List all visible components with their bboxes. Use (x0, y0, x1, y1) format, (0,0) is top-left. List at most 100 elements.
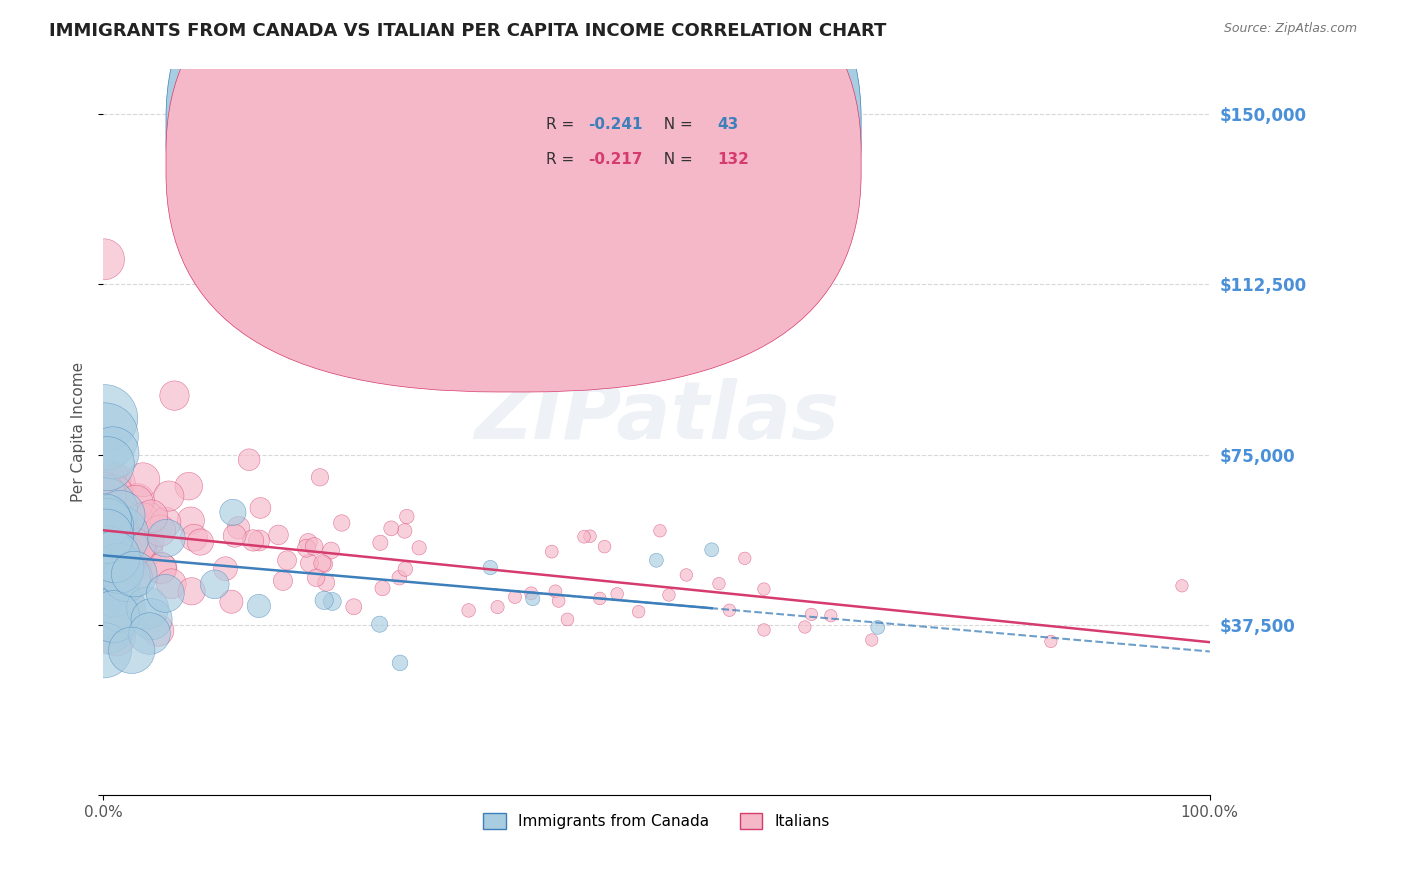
Immigrants from Canada (98, 566, 121, 581)
Immigrants from Canada (96, 527, 118, 541)
FancyBboxPatch shape (166, 0, 860, 359)
Italians (93, 472, 115, 486)
Immigrants from Canada (107, 561, 129, 575)
Italians (297, 535, 319, 549)
Italians (579, 529, 602, 543)
Italians (100, 475, 122, 490)
Italians (101, 559, 124, 574)
Italians (734, 551, 756, 566)
Italians (557, 612, 579, 626)
Italians (1171, 579, 1194, 593)
Italians (311, 556, 333, 570)
Italians (93, 540, 115, 554)
Italians (330, 516, 353, 530)
Italians (107, 538, 129, 552)
Italians (155, 516, 177, 530)
Immigrants from Canada (155, 531, 177, 545)
Italians (752, 623, 775, 637)
Text: IMMIGRANTS FROM CANADA VS ITALIAN PER CAPITA INCOME CORRELATION CHART: IMMIGRANTS FROM CANADA VS ITALIAN PER CA… (49, 22, 887, 40)
Italians (146, 624, 169, 638)
Italians (228, 521, 250, 535)
Italians (800, 607, 823, 622)
Italians (114, 514, 136, 528)
Italians (103, 487, 125, 501)
Italians (150, 561, 173, 575)
Immigrants from Canada (115, 571, 138, 585)
FancyBboxPatch shape (166, 0, 860, 392)
Italians (180, 584, 202, 599)
Italians (394, 562, 416, 576)
Italians (860, 632, 883, 647)
Italians (98, 556, 121, 570)
Italians (96, 509, 118, 524)
Italians (242, 533, 264, 548)
Italians (238, 452, 260, 467)
Italians (247, 533, 270, 548)
Italians (224, 529, 246, 543)
Italians (94, 499, 117, 513)
Immigrants from Canada (866, 620, 889, 634)
Italians (94, 526, 117, 541)
Text: -0.217: -0.217 (588, 152, 643, 167)
Immigrants from Canada (103, 609, 125, 624)
Italians (124, 554, 146, 568)
FancyBboxPatch shape (474, 101, 789, 188)
Italians (115, 555, 138, 569)
Immigrants from Canada (136, 601, 159, 615)
Immigrants from Canada (479, 560, 502, 574)
Italians (105, 630, 128, 644)
Text: R =: R = (546, 152, 579, 167)
Italians (125, 513, 148, 527)
Italians (135, 543, 157, 558)
Italians (547, 594, 569, 608)
Immigrants from Canada (101, 446, 124, 460)
Italians (93, 252, 115, 267)
Immigrants from Canada (110, 600, 132, 615)
Italians (105, 558, 128, 573)
Italians (103, 539, 125, 553)
Italians (1039, 634, 1062, 648)
Immigrants from Canada (93, 643, 115, 657)
Immigrants from Canada (141, 612, 163, 626)
Italians (271, 574, 294, 588)
Italians (214, 561, 236, 575)
Italians (314, 557, 336, 571)
Text: N =: N = (654, 152, 697, 167)
Italians (131, 513, 153, 527)
Immigrants from Canada (103, 583, 125, 598)
Italians (124, 496, 146, 510)
Immigrants from Canada (103, 549, 125, 564)
Italians (648, 524, 671, 538)
Italians (298, 556, 321, 570)
Italians (267, 528, 290, 542)
Italians (503, 590, 526, 604)
Italians (157, 489, 180, 503)
Immigrants from Canada (314, 593, 336, 607)
Immigrants from Canada (522, 591, 544, 606)
Immigrants from Canada (93, 411, 115, 425)
Italians (707, 576, 730, 591)
Italians (93, 591, 115, 605)
Italians (408, 541, 430, 555)
Italians (302, 540, 325, 554)
Immigrants from Canada (204, 577, 226, 591)
Italians (180, 514, 202, 528)
Italians (177, 479, 200, 493)
Italians (395, 509, 418, 524)
Immigrants from Canada (96, 546, 118, 560)
Immigrants from Canada (93, 504, 115, 518)
Italians (606, 587, 628, 601)
Italians (97, 507, 120, 521)
Italians (675, 568, 697, 582)
Italians (93, 521, 115, 535)
Italians (98, 558, 121, 573)
Italians (394, 524, 416, 538)
Italians (97, 529, 120, 543)
Immigrants from Canada (645, 553, 668, 567)
Italians (593, 540, 616, 554)
Italians (110, 529, 132, 543)
Legend: Immigrants from Canada, Italians: Immigrants from Canada, Italians (477, 806, 837, 835)
Italians (124, 569, 146, 583)
Italians (127, 494, 149, 508)
Italians (160, 576, 183, 591)
